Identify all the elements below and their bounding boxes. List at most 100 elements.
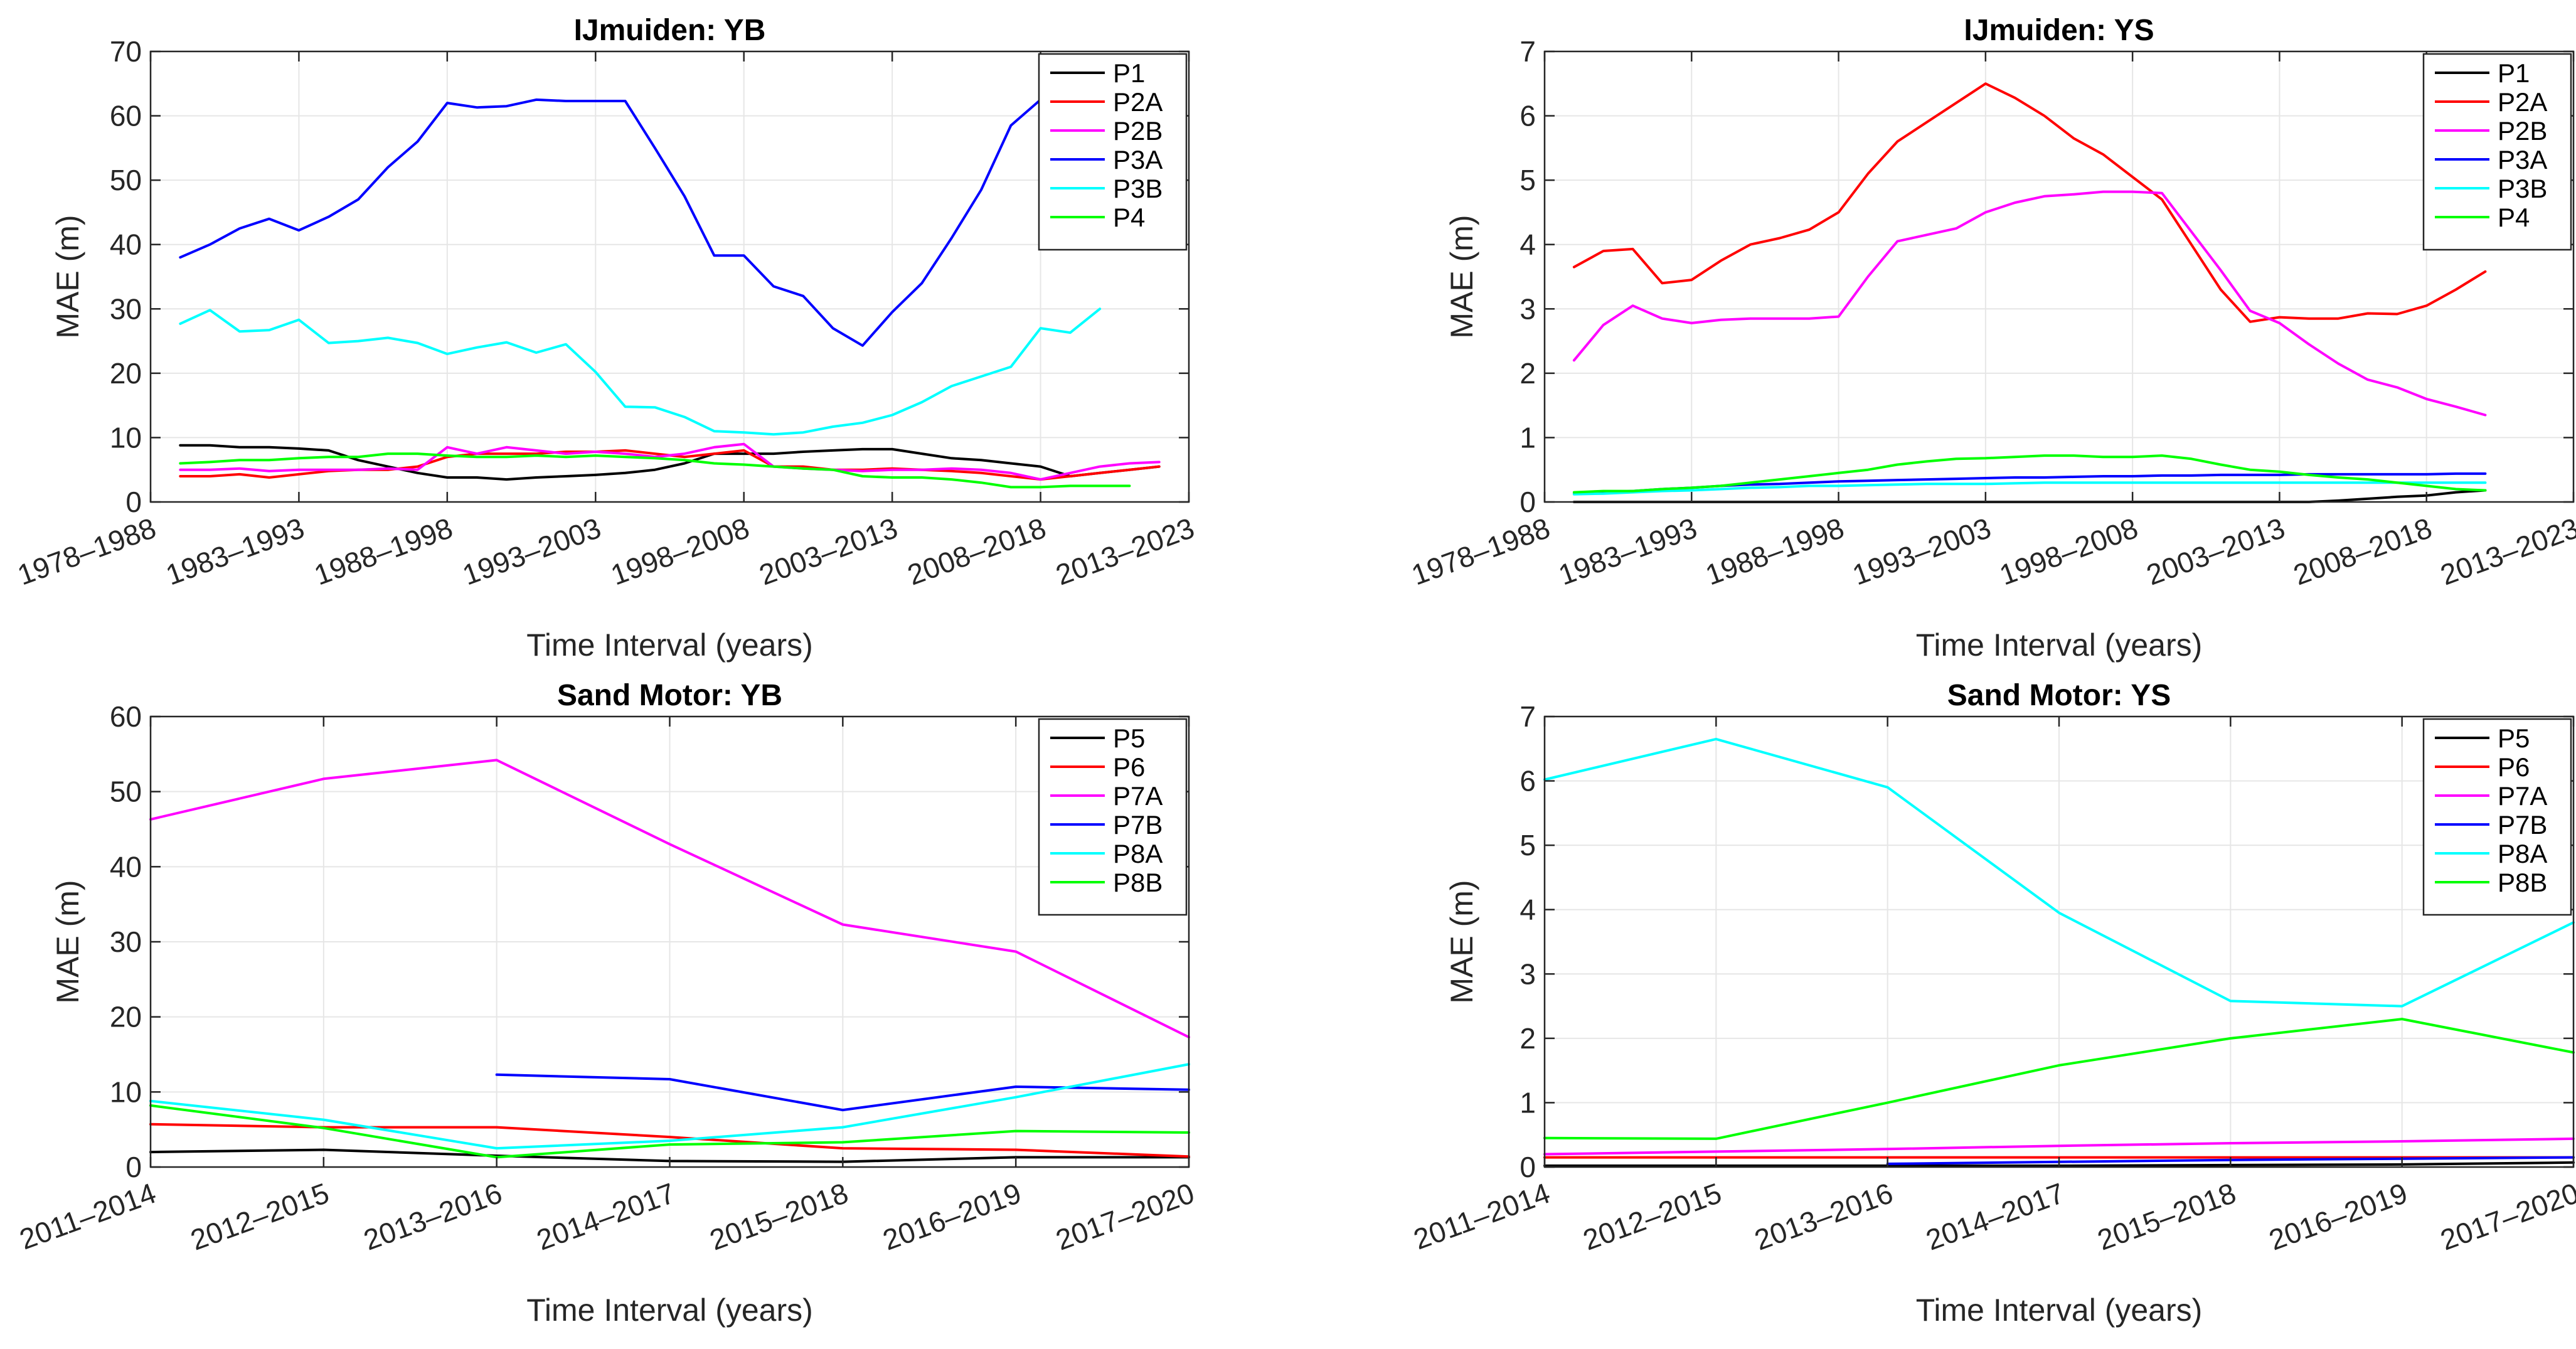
x-tick-label: 1988–1998: [310, 511, 457, 592]
x-tick-label: 2012–2015: [1578, 1176, 1725, 1257]
series-line-p8a: [149, 1063, 1190, 1150]
x-tick-label: 1993–2003: [458, 511, 605, 592]
axes-box: [149, 50, 1190, 503]
series-line-p1: [179, 444, 1161, 481]
legend-entry: P2B: [1113, 116, 1163, 146]
y-tick-label: 60: [110, 700, 142, 733]
chart-3: 0 10 20 30 40 50 60 2011–2014 2012–2015 2013–2016…: [15, 679, 1198, 1328]
series-line-p8b: [1543, 1018, 2575, 1140]
series-line-p4: [179, 452, 1131, 489]
x-tick-label: 2014–2017: [1922, 1176, 2068, 1257]
y-tick-label: 20: [110, 357, 142, 390]
chart-2: 0 1 2 3 4 5 6 7 1978–1988 1983–1993 1988–1998 1993–…: [1407, 14, 2576, 663]
y-axis-label: MAE (m): [1444, 215, 1479, 338]
plot-area: [1545, 51, 2573, 502]
legend-entry: P8B: [2498, 868, 2547, 897]
x-tick-label: 2013–2023: [1051, 511, 1198, 592]
y-tick-label: 10: [110, 421, 142, 454]
y-tick-label: 2: [1520, 1022, 1536, 1055]
y-tick-label: 50: [110, 776, 142, 808]
legend-entry: P7B: [1113, 810, 1163, 840]
y-axis-label: MAE (m): [50, 215, 85, 338]
y-tick-label: 30: [110, 292, 142, 325]
series-line-p3a: [179, 60, 1102, 347]
x-tick-label: 1983–1993: [1554, 511, 1701, 592]
plot-area: [151, 51, 1189, 502]
legend-entry: P3A: [2498, 145, 2547, 174]
x-tick-label: 2012–2015: [186, 1176, 333, 1257]
y-tick-label: 10: [110, 1075, 142, 1108]
y-tick-label: 70: [110, 35, 142, 68]
x-tick-label: 2013–2016: [359, 1176, 506, 1257]
x-tick-label: 2013–2016: [1750, 1176, 1897, 1257]
chart-title: Sand Motor: YB: [557, 679, 782, 712]
legend-entry: P3B: [1113, 174, 1163, 203]
chart-title: Sand Motor: YS: [1947, 679, 2171, 712]
y-tick-label: 4: [1520, 228, 1536, 261]
x-tick-label: 2016–2019: [2265, 1176, 2412, 1257]
x-tick-label: 1978–1988: [13, 511, 160, 592]
x-tick-label: 2011–2014: [15, 1176, 160, 1256]
series-line-p8b: [149, 1104, 1190, 1159]
legend-entry: P5: [2498, 723, 2530, 753]
x-tick-label: 2017–2020: [1051, 1176, 1198, 1257]
legend-entry: P1: [2498, 58, 2530, 88]
legend-entry: P5: [1113, 723, 1145, 753]
x-tick-label: 2003–2013: [2142, 511, 2289, 592]
y-tick-label: 60: [110, 100, 142, 132]
axes-box: [1543, 50, 2575, 503]
series-line-p3b: [179, 307, 1102, 436]
x-tick-label: 2015–2018: [705, 1176, 852, 1257]
chart-1: 0 10 20 30 40 50 60 70 1978–1988 1983–1993 1988–19…: [13, 14, 1198, 663]
y-tick-label: 0: [1520, 1151, 1536, 1183]
y-tick-label: 1: [1520, 421, 1536, 454]
x-tick-label: 1988–1998: [1701, 511, 1848, 592]
y-tick-label: 5: [1520, 164, 1536, 196]
series-line-p2b: [179, 442, 1161, 481]
x-axis-label: Time Interval (years): [526, 1293, 813, 1328]
x-tick-label: 2015–2018: [2093, 1176, 2240, 1257]
x-tick-label: 1998–2008: [607, 511, 753, 592]
legend-entry: P8A: [2498, 839, 2547, 868]
y-tick-label: 40: [110, 228, 142, 261]
y-tick-label: 1: [1520, 1086, 1536, 1119]
series-line-p4: [1572, 454, 2487, 494]
legend-entry: P2A: [2498, 87, 2547, 117]
x-tick-label: 2003–2013: [755, 511, 902, 592]
y-tick-label: 30: [110, 925, 142, 958]
legend-entry: P1: [1113, 58, 1145, 88]
legend-entry: P3B: [2498, 174, 2547, 203]
y-tick-label: 40: [110, 850, 142, 883]
x-tick-label: 2008–2018: [2289, 511, 2436, 592]
x-tick-label: 2008–2018: [903, 511, 1050, 592]
x-tick-label: 1993–2003: [1848, 511, 1995, 592]
series-line-p7a: [1543, 1137, 2575, 1156]
legend-entry: P7A: [2498, 781, 2547, 811]
y-tick-label: 2: [1520, 357, 1536, 390]
legend-entry: P2B: [2498, 116, 2547, 146]
y-tick-label: 20: [110, 1001, 142, 1033]
y-tick-label: 0: [125, 486, 142, 518]
y-tick-label: 50: [110, 164, 142, 196]
legend-entry: P6: [2498, 752, 2530, 782]
chart-title: IJmuiden: YS: [1964, 14, 2154, 47]
y-tick-label: 3: [1520, 957, 1536, 990]
x-tick-label: 1983–1993: [161, 511, 308, 592]
legend-entry: P7B: [2498, 810, 2547, 840]
legend-entry: P8B: [1113, 868, 1163, 897]
series-line-p2a: [1572, 82, 2487, 323]
chart-4: 0 1 2 3 4 5 6 7 2011–2014 2012–2015 2013–2016 2014–…: [1409, 679, 2576, 1328]
y-tick-label: 6: [1520, 100, 1536, 132]
x-tick-label: 2011–2014: [1409, 1176, 1554, 1256]
x-tick-label: 2014–2017: [533, 1176, 679, 1257]
y-axis-label: MAE (m): [1444, 880, 1479, 1003]
y-tick-label: 7: [1520, 700, 1536, 733]
x-axis-label: Time Interval (years): [526, 627, 813, 663]
y-tick-label: 6: [1520, 765, 1536, 797]
legend-entry: P4: [2498, 203, 2530, 232]
series-line-p2b: [1572, 190, 2487, 417]
x-tick-label: 2017–2020: [2436, 1176, 2576, 1257]
x-tick-label: 1998–2008: [1995, 511, 2142, 592]
